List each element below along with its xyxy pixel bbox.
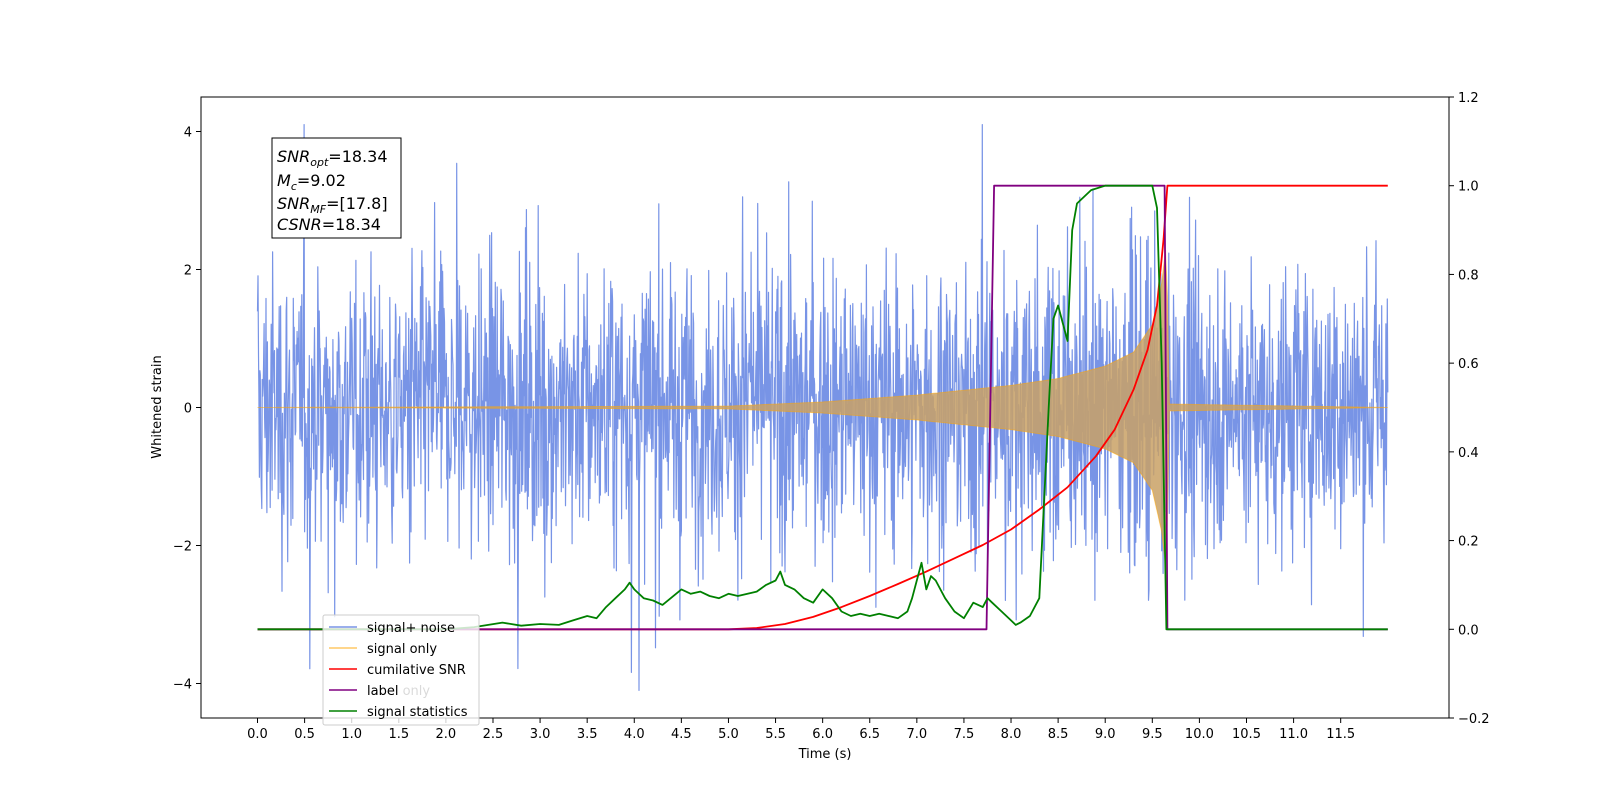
x-tick-label: 6.5 bbox=[859, 727, 880, 742]
x-tick-label: 4.0 bbox=[624, 727, 645, 742]
x-tick-label: 3.5 bbox=[577, 727, 598, 742]
x-tick-label: 0.5 bbox=[294, 727, 315, 742]
series-signal-statistics bbox=[257, 184, 1388, 631]
y-tick-label: 4 bbox=[184, 126, 192, 141]
x-tick-label: 9.5 bbox=[1142, 727, 1163, 742]
y-axis-label: Whitened strain bbox=[150, 355, 165, 458]
x-tick-label: 8.5 bbox=[1048, 727, 1069, 742]
annotation-snr-mf: SNRMF=[17.8] bbox=[277, 194, 388, 216]
y2-tick-label: 0.8 bbox=[1458, 268, 1479, 283]
y2-tick-label: −0.2 bbox=[1458, 712, 1490, 727]
y-tick-label: −2 bbox=[173, 540, 192, 555]
x-tick-label: 9.0 bbox=[1095, 727, 1116, 742]
legend-frame bbox=[322, 614, 480, 726]
series-signal-noise bbox=[256, 124, 1389, 691]
x-tick-label: 8.0 bbox=[1001, 727, 1022, 742]
legend-label-label: label bbox=[367, 684, 398, 699]
x-tick-label: 7.5 bbox=[954, 727, 975, 742]
legend-label-cumulative-snr: cumilative SNR bbox=[367, 663, 466, 678]
legend-label-signal-noise: signal+ noise bbox=[367, 621, 455, 636]
legend-label-signal-only: signal only bbox=[367, 642, 437, 657]
legend: signal+ noise signal only cumilative SNR… bbox=[322, 614, 480, 726]
x-tick-label: 10.0 bbox=[1185, 727, 1214, 742]
stats-annotation-box: SNRopt=18.34 Mc=9.02 SNRMF=[17.8] CSNR=1… bbox=[271, 137, 402, 239]
x-tick-label: 0.0 bbox=[247, 727, 268, 742]
y2-tick-label: 1.0 bbox=[1458, 180, 1479, 195]
y-tick-label: −4 bbox=[173, 678, 192, 693]
annotation-snr-opt: SNRopt=18.34 bbox=[277, 147, 388, 169]
annotation-mc: Mc=9.02 bbox=[277, 171, 346, 193]
x-tick-label: 6.0 bbox=[812, 727, 833, 742]
y-axis-right: −0.2 0.0 0.2 0.4 0.6 0.8 1.0 1.2 bbox=[1449, 91, 1490, 727]
annotation-csnr: CSNR=18.34 bbox=[277, 215, 381, 234]
x-tick-label: 1.5 bbox=[388, 727, 409, 742]
x-tick-label: 2.0 bbox=[436, 727, 457, 742]
x-tick-label: 11.0 bbox=[1279, 727, 1308, 742]
plot-area bbox=[256, 124, 1389, 691]
legend-label-label-only-ghost: label only bbox=[367, 684, 430, 699]
y-axis-left: −4 −2 0 2 4 bbox=[173, 126, 201, 693]
series-signal-only bbox=[257, 250, 1388, 565]
x-tick-label: 4.5 bbox=[671, 727, 692, 742]
x-axis-label: Time (s) bbox=[798, 747, 852, 762]
annotation-frame bbox=[271, 137, 402, 239]
x-tick-label: 5.5 bbox=[765, 727, 786, 742]
x-tick-label: 10.5 bbox=[1232, 727, 1261, 742]
y2-tick-label: 1.2 bbox=[1458, 91, 1479, 106]
y-tick-label: 2 bbox=[184, 264, 192, 279]
y2-tick-label: 0.6 bbox=[1458, 357, 1479, 372]
x-tick-label: 1.0 bbox=[341, 727, 362, 742]
legend-label-signal-statistics: signal statistics bbox=[367, 705, 468, 720]
x-tick-label: 2.5 bbox=[483, 727, 504, 742]
x-tick-label: 7.0 bbox=[906, 727, 927, 742]
y2-tick-label: 0.4 bbox=[1458, 446, 1479, 461]
x-tick-label: 5.0 bbox=[718, 727, 739, 742]
y2-tick-label: 0.2 bbox=[1458, 535, 1479, 550]
x-tick-label: 3.0 bbox=[530, 727, 551, 742]
x-tick-label: 11.5 bbox=[1326, 727, 1355, 742]
y-tick-label: 0 bbox=[184, 402, 192, 417]
y2-tick-label: 0.0 bbox=[1458, 623, 1479, 638]
x-axis: 0.0 0.5 1.0 1.5 2.0 2.5 3.0 3.5 4.0 4.5 5.0 5.5 6.0 6… bbox=[247, 718, 1355, 742]
